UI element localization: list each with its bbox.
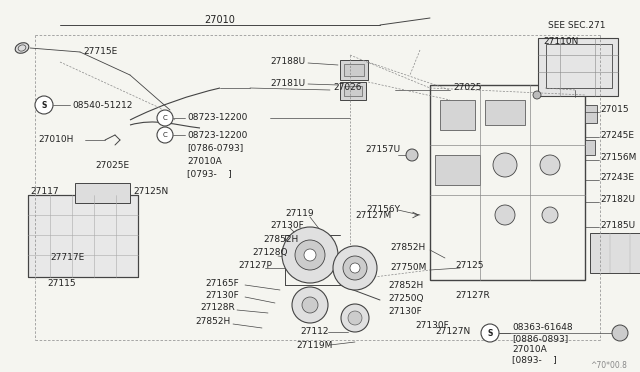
Bar [75, 183, 130, 203]
Text: [0793-    ]: [0793- ] [187, 170, 232, 179]
Text: SEE SEC.271: SEE SEC.271 [548, 20, 605, 29]
Text: S: S [42, 100, 47, 109]
Bar [538, 38, 618, 96]
Text: ^70*00.8: ^70*00.8 [590, 360, 627, 369]
Text: 08723-12200: 08723-12200 [187, 131, 248, 140]
Circle shape [542, 207, 558, 223]
Text: 27026: 27026 [333, 83, 362, 93]
Bar [585, 105, 597, 123]
Text: 27130F: 27130F [415, 321, 449, 330]
Text: 27127M: 27127M [355, 211, 391, 219]
Text: 27243E: 27243E [600, 173, 634, 182]
Text: 27010A: 27010A [187, 157, 221, 166]
Bar [590, 233, 640, 273]
Text: 27130F: 27130F [270, 221, 304, 230]
Circle shape [533, 91, 541, 99]
Text: C: C [163, 132, 168, 138]
Text: 27112: 27112 [300, 327, 328, 337]
Text: [0886-0893]: [0886-0893] [512, 334, 568, 343]
Circle shape [157, 110, 173, 126]
Bar [440, 100, 475, 130]
Text: 27182U: 27182U [600, 196, 635, 205]
Circle shape [406, 149, 418, 161]
Text: 27025E: 27025E [95, 160, 129, 170]
Circle shape [495, 205, 515, 225]
Text: 27181U: 27181U [270, 78, 305, 87]
Text: 27010A: 27010A [512, 346, 547, 355]
Circle shape [157, 127, 173, 143]
Text: 27130F: 27130F [388, 308, 422, 317]
Bar [344, 64, 364, 76]
Text: 27852H: 27852H [195, 317, 230, 327]
Text: 27250Q: 27250Q [388, 294, 424, 302]
Text: C: C [163, 115, 168, 121]
Text: 27127P: 27127P [238, 260, 272, 269]
Text: 27156Y: 27156Y [366, 205, 400, 215]
Text: 08540-51212: 08540-51212 [72, 100, 132, 109]
Bar [435, 155, 480, 185]
Text: 27125: 27125 [455, 260, 483, 269]
Circle shape [343, 256, 367, 280]
Circle shape [35, 96, 53, 114]
Bar [344, 86, 362, 96]
Text: 27852H: 27852H [388, 280, 423, 289]
Bar [430, 85, 585, 280]
Ellipse shape [15, 43, 29, 53]
Text: [0786-0793]: [0786-0793] [187, 144, 243, 153]
Text: 27025: 27025 [453, 83, 481, 93]
Circle shape [282, 227, 338, 283]
Circle shape [341, 304, 369, 332]
Text: 27125N: 27125N [133, 187, 168, 196]
Text: 27128Q: 27128Q [252, 248, 287, 257]
Text: 27852H: 27852H [263, 235, 298, 244]
Text: 08723-12200: 08723-12200 [187, 113, 248, 122]
Text: 27750M: 27750M [390, 263, 426, 273]
Circle shape [302, 297, 318, 313]
Text: 27130F: 27130F [205, 291, 239, 299]
Text: 27165F: 27165F [205, 279, 239, 288]
Text: 27852H: 27852H [390, 244, 425, 253]
Text: 08363-61648: 08363-61648 [512, 323, 573, 331]
Bar [28, 195, 138, 277]
Bar [546, 44, 612, 88]
Circle shape [304, 249, 316, 261]
Circle shape [292, 287, 328, 323]
Bar [28, 195, 138, 277]
Text: 27119: 27119 [285, 208, 314, 218]
Text: 27245E: 27245E [600, 131, 634, 140]
Circle shape [348, 311, 362, 325]
Circle shape [493, 153, 517, 177]
Text: 27156M: 27156M [600, 153, 636, 161]
Bar [340, 82, 366, 100]
Circle shape [481, 324, 499, 342]
Text: 27117: 27117 [30, 187, 59, 196]
Circle shape [540, 155, 560, 175]
Bar [585, 140, 595, 155]
Bar [340, 60, 368, 80]
Circle shape [333, 246, 377, 290]
Text: 27715E: 27715E [83, 48, 117, 57]
Text: 27188U: 27188U [270, 58, 305, 67]
Text: 27157U: 27157U [365, 145, 400, 154]
Text: 27110N: 27110N [543, 38, 579, 46]
Text: 27717E: 27717E [50, 253, 84, 263]
Circle shape [295, 240, 325, 270]
Text: S: S [487, 328, 493, 337]
Text: 27185U: 27185U [600, 221, 635, 230]
Text: 27127R: 27127R [455, 291, 490, 299]
Circle shape [612, 325, 628, 341]
Text: 27010H: 27010H [38, 135, 74, 144]
Text: 27127N: 27127N [435, 327, 470, 337]
Circle shape [350, 263, 360, 273]
Bar [485, 100, 525, 125]
Text: [0893-    ]: [0893- ] [512, 356, 557, 365]
Text: 27128R: 27128R [200, 304, 235, 312]
Text: 27115: 27115 [48, 279, 76, 288]
Text: 27119M: 27119M [296, 340, 332, 350]
Text: 27015: 27015 [600, 106, 628, 115]
Text: 27010: 27010 [205, 15, 236, 25]
